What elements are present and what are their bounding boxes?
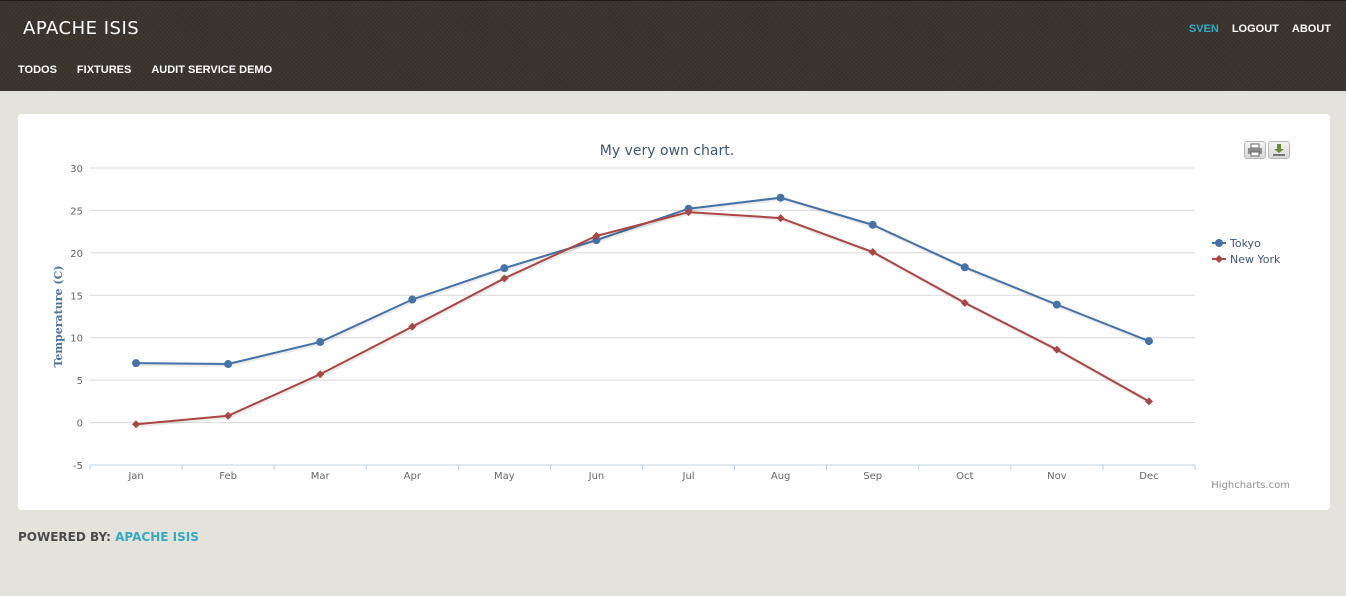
data-point — [684, 208, 693, 217]
x-tick-label: Dec — [1139, 471, 1158, 482]
footer: POWERED BY: APACHE ISIS — [18, 530, 199, 544]
data-point — [868, 220, 877, 229]
y-axis-title: Temperature (C) — [52, 265, 65, 367]
data-point — [1144, 397, 1153, 406]
data-point — [500, 274, 509, 283]
legend-marker — [1215, 239, 1223, 247]
data-point — [592, 231, 601, 240]
chart-panel: My very own chart. -5 0 5 10 15 20 25 30 Jan Feb M… — [18, 114, 1330, 510]
y-tick-label: 20 — [70, 249, 83, 260]
y-tick-label: 10 — [70, 334, 83, 345]
chart-svg: My very own chart. -5 0 5 10 15 20 25 30 Jan Feb M… — [52, 143, 1290, 491]
about-link[interactable]: ABOUT — [1291, 23, 1331, 35]
footer-label: POWERED BY: — [18, 530, 111, 544]
credits-link[interactable]: Highcharts.com — [1211, 480, 1290, 491]
data-point — [1052, 300, 1061, 309]
series-line-new-york — [135, 211, 1150, 426]
data-point — [776, 214, 785, 223]
data-point — [224, 360, 233, 369]
brand-link[interactable]: APACHE ISIS — [23, 18, 140, 39]
x-tick-label: May — [494, 471, 515, 482]
data-point — [592, 236, 601, 245]
legend-item-new-york[interactable]: New York — [1230, 253, 1281, 266]
y-tick-label: 30 — [70, 164, 83, 175]
export-button[interactable] — [1268, 141, 1290, 159]
data-point — [960, 263, 969, 272]
printer-icon — [1248, 143, 1262, 157]
x-tick-label: Mar — [311, 471, 331, 482]
chart-title: My very own chart. — [600, 143, 734, 159]
x-tick-label: Oct — [956, 471, 973, 482]
data-point — [316, 337, 325, 346]
logout-link[interactable]: LOGOUT — [1231, 23, 1279, 35]
y-tick-label: 15 — [70, 291, 83, 302]
legend-marker — [1215, 255, 1223, 263]
user-menu: SVEN LOGOUT ABOUT — [1176, 23, 1331, 35]
x-tick-label: Sep — [863, 471, 882, 482]
x-tick-label: Jan — [127, 471, 143, 482]
y-tick-label: 25 — [70, 206, 83, 217]
data-point — [224, 411, 233, 420]
x-tick-label: Feb — [219, 471, 237, 482]
data-point — [776, 193, 785, 202]
x-tick-label: Aug — [771, 471, 791, 482]
data-point — [132, 420, 141, 429]
user-link[interactable]: SVEN — [1188, 23, 1219, 35]
data-point — [132, 359, 141, 368]
x-tick-label: Jun — [588, 471, 605, 482]
data-point — [408, 295, 417, 304]
print-button[interactable] — [1244, 141, 1266, 159]
data-point — [960, 298, 969, 307]
top-navbar: APACHE ISIS TODOS FIXTURES AUDIT SERVICE… — [0, 0, 1346, 91]
menu-audit-service-demo[interactable]: AUDIT SERVICE DEMO — [151, 64, 273, 76]
data-point — [500, 264, 509, 273]
x-tick-label: Jul — [682, 471, 695, 482]
data-point — [1052, 345, 1061, 354]
series-line-tokyo — [136, 196, 1150, 366]
y-tick-label: -5 — [73, 461, 83, 472]
data-point — [1144, 337, 1153, 346]
data-point — [408, 322, 417, 331]
footer-link[interactable]: APACHE ISIS — [115, 530, 199, 544]
y-tick-label: 0 — [77, 419, 83, 430]
y-tick-label: 5 — [77, 376, 83, 387]
download-icon — [1273, 144, 1285, 156]
menu-todos[interactable]: TODOS — [18, 64, 57, 76]
data-point — [316, 370, 325, 379]
x-tick-label: Nov — [1047, 471, 1067, 482]
data-point — [868, 248, 877, 257]
main-menu: TODOS FIXTURES AUDIT SERVICE DEMO — [18, 64, 292, 76]
legend-item-tokyo[interactable]: Tokyo — [1229, 237, 1261, 250]
menu-fixtures[interactable]: FIXTURES — [76, 64, 132, 76]
x-tick-label: Apr — [404, 471, 422, 482]
